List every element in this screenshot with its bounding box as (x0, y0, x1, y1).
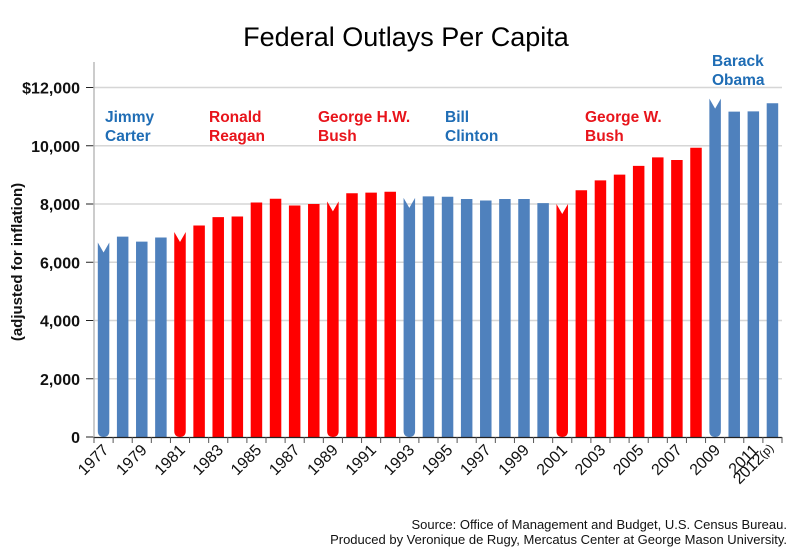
bar-1979 (136, 241, 148, 437)
y-tick-label: 6,000 (40, 255, 80, 272)
bar-2001 (556, 204, 568, 437)
bar-2011 (747, 111, 760, 437)
x-tick-label: 1987 (266, 442, 303, 479)
bar-1991 (365, 192, 377, 437)
x-tick-label: 1983 (190, 442, 227, 479)
x-tick-suffix: (p) (756, 441, 776, 461)
x-tick-label: 2001 (534, 442, 571, 479)
bar-1988 (308, 204, 320, 437)
president-label-line: George H.W. (318, 109, 410, 126)
president-label-line: Jimmy (105, 109, 154, 126)
president-label-line: Bill (445, 109, 469, 126)
bar-2004 (613, 174, 626, 438)
bar-1980 (155, 237, 167, 437)
bar-1986 (269, 198, 282, 437)
x-tick-label: 1977 (75, 442, 112, 479)
bar-1981 (174, 231, 186, 437)
president-label-line: Barack (712, 53, 764, 70)
bar-2007 (671, 160, 683, 438)
x-tick-label: 1993 (381, 442, 418, 479)
y-tick-label: 2,000 (40, 372, 80, 389)
chart-title: Federal Outlays Per Capita (243, 22, 570, 52)
federal-outlays-chart: Federal Outlays Per Capita (adjusted for… (9, 22, 783, 488)
bar-1983 (212, 217, 224, 437)
source-line: Source: Office of Management and Budget,… (411, 517, 787, 532)
bars (97, 98, 779, 438)
bar-2000 (537, 203, 549, 437)
bar-1987 (288, 205, 301, 437)
x-tick-label: 1999 (496, 442, 533, 479)
bar-1994 (422, 196, 435, 437)
president-label: Jimmy Carter (105, 109, 154, 145)
president-label-line: Reagan (209, 128, 265, 145)
president-label: George H.W. Bush (318, 109, 410, 145)
president-label-line: George W. (585, 109, 662, 126)
x-tick-label: 2007 (649, 442, 686, 479)
bar-1978 (116, 236, 129, 437)
source-note: Source: Office of Management and Budget,… (330, 517, 787, 547)
bar-2006 (652, 157, 664, 437)
president-label: George W. Bush (585, 109, 662, 145)
y-tick-label: $12,000 (22, 81, 80, 98)
y-axis-label: (adjusted for inflation) (9, 183, 26, 341)
x-tick-label: 2005 (610, 442, 647, 479)
bar-1998 (499, 199, 511, 437)
bar-1997 (480, 200, 492, 437)
bar-1985 (250, 202, 263, 437)
bar-1977 (97, 242, 110, 437)
president-label: Ronald Reagan (209, 109, 265, 145)
bar-1989 (327, 201, 339, 437)
president-label-line: Obama (712, 72, 765, 89)
president-label-line: Ronald (209, 109, 262, 126)
axes (86, 62, 783, 443)
president-label: Barack Obama (712, 53, 765, 89)
x-tick-label: 1995 (419, 442, 456, 479)
bar-1982 (193, 225, 205, 437)
president-label-line: Bush (318, 128, 357, 145)
bar-1999 (518, 199, 530, 437)
bar-2012 (766, 103, 779, 437)
y-tick-label: 8,000 (40, 197, 80, 214)
y-tick-labels: 0 2,000 4,000 6,000 8,000 10,000 $12,000 (22, 81, 80, 448)
bar-1995 (441, 196, 454, 437)
bar-1996 (460, 199, 473, 437)
bar-1984 (231, 216, 244, 437)
bar-2008 (690, 147, 702, 437)
gridlines (94, 86, 782, 380)
x-tick-label: 1979 (113, 442, 150, 479)
x-tick-label: 1981 (152, 442, 189, 479)
president-label: Bill Clinton (445, 109, 498, 145)
president-labels: Jimmy Carter Ronald Reagan George H.W. Bush Bi… (105, 53, 765, 145)
president-label-line: Bush (585, 128, 624, 145)
x-tick-label: 1997 (457, 442, 494, 479)
x-tick-label: 1991 (343, 442, 380, 479)
x-tick-label: 1985 (228, 442, 265, 479)
x-tick-labels: 1977 1979 1981 1983 1985 1987 1989 1991 1993 1995… (75, 440, 778, 488)
x-tick-label: 2009 (687, 442, 724, 479)
bar-1992 (384, 191, 396, 437)
producer-line: Produced by Veronique de Rugy, Mercatus … (330, 532, 787, 547)
y-tick-label: 0 (71, 430, 80, 447)
president-label-line: Clinton (445, 128, 498, 145)
bar-2003 (594, 180, 607, 437)
y-tick-label: 10,000 (31, 139, 80, 156)
bar-1990 (346, 193, 358, 437)
bar-2002 (575, 190, 588, 437)
x-tick-label: 2003 (572, 442, 609, 479)
president-label-line: Carter (105, 128, 151, 145)
bar-2009 (709, 98, 721, 437)
bar-2005 (632, 165, 645, 437)
y-tick-label: 4,000 (40, 314, 80, 331)
bar-2010 (728, 111, 740, 437)
bar-1993 (403, 197, 416, 437)
x-tick-label: 1989 (305, 442, 342, 479)
